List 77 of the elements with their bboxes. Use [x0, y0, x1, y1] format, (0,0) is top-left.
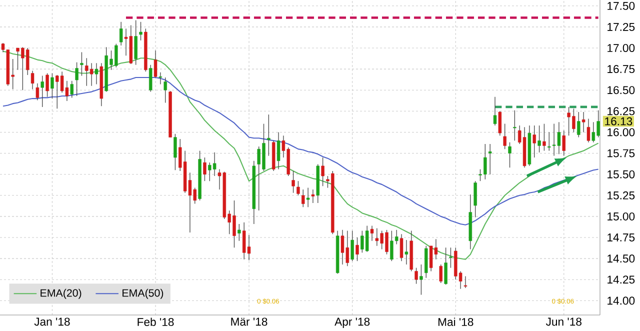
y-tick-label: 14.50 — [608, 254, 635, 263]
y-tick-label: 17.00 — [608, 44, 635, 52]
candlestick — [321, 157, 324, 186]
candlestick — [370, 225, 374, 242]
candlestick — [50, 72, 54, 99]
y-tick-label: 16.25 — [608, 107, 635, 116]
candlestick — [302, 189, 305, 208]
candlestick — [414, 267, 418, 284]
candlestick — [404, 240, 408, 265]
legend-label: EMA(20) — [40, 288, 82, 299]
y-tick-label: 15.50 — [608, 170, 635, 178]
candlestick — [503, 123, 506, 150]
candlestick — [542, 123, 546, 152]
candlestick — [493, 96, 497, 126]
candlestick — [513, 110, 516, 141]
candlestick — [296, 180, 300, 196]
candlestick — [464, 276, 468, 288]
candlestick — [174, 134, 177, 170]
candlestick — [139, 22, 142, 41]
y-tick-label: 14.75 — [608, 234, 635, 242]
x-tick-label: Feb '18 — [138, 318, 174, 326]
x-tick-label: Mai '18 — [438, 318, 474, 326]
candlestick — [508, 142, 512, 168]
candlestick — [306, 187, 310, 208]
candlestick — [350, 230, 354, 262]
candlestick — [474, 180, 477, 218]
candlestick — [444, 247, 448, 285]
candlestick — [46, 72, 49, 98]
x-tick-label: Apr '18 — [334, 318, 370, 328]
x-tick-label: Jan '18 — [34, 318, 70, 326]
candlestick — [582, 112, 586, 133]
candlestick — [80, 52, 84, 76]
candlestick — [548, 132, 551, 152]
candlestick — [538, 125, 541, 153]
candlestick — [400, 234, 404, 262]
y-tick-label: 16.50 — [608, 86, 635, 94]
candlestick — [154, 50, 158, 78]
y-tick-label: 14.25 — [608, 276, 635, 284]
candlestick — [75, 62, 78, 96]
legend-label: EMA(50) — [122, 288, 164, 299]
y-tick-label: 15.00 — [608, 212, 635, 220]
candlestick — [94, 62, 98, 85]
candlestick — [292, 170, 295, 194]
candlestick — [488, 144, 492, 175]
candlestick — [311, 189, 315, 204]
candlestick — [158, 72, 162, 85]
candlestick — [203, 157, 206, 182]
candlestick — [439, 264, 442, 284]
candlestick — [70, 80, 74, 98]
y-tick-label: 17.50 — [608, 2, 635, 10]
candlestick — [30, 70, 34, 90]
y-tick-label: 16.75 — [608, 65, 635, 74]
y-tick-label: 15.25 — [608, 191, 635, 200]
candlestick — [134, 20, 138, 66]
candlestick — [356, 237, 359, 262]
y-tick-label: 14.00 — [608, 296, 635, 305]
candlestick — [119, 22, 123, 46]
annotation: 16.13 — [605, 117, 632, 126]
candlestick — [449, 247, 452, 268]
candlestick — [36, 83, 40, 101]
candlestick — [40, 75, 44, 108]
x-tick-label: Jun '18 — [546, 318, 582, 326]
candlestick — [276, 132, 280, 170]
candlestick — [498, 110, 502, 136]
candlestick — [238, 224, 241, 242]
y-tick-label: 16.00 — [608, 128, 635, 136]
y-tick-label: 15.75 — [608, 149, 635, 158]
candlestick — [532, 125, 536, 158]
candlestick — [420, 264, 423, 296]
candlestick — [164, 77, 167, 104]
candlestick — [586, 118, 590, 143]
candlestick — [562, 130, 566, 156]
y-tick-label: 17.25 — [608, 22, 635, 31]
x-tick-label: Mär '18 — [231, 318, 268, 326]
candlestick — [267, 114, 270, 156]
candlestick — [577, 112, 580, 138]
candlestick — [149, 64, 152, 92]
